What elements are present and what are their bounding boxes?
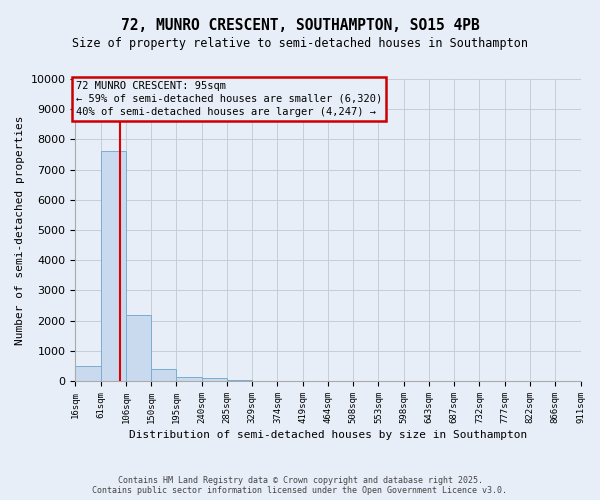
Bar: [176, 376, 202, 381]
Text: 72 MUNRO CRESCENT: 95sqm
← 59% of semi-detached houses are smaller (6,320)
40% o: 72 MUNRO CRESCENT: 95sqm ← 59% of semi-d…: [76, 80, 382, 117]
Bar: [126, 314, 151, 381]
Text: Contains HM Land Registry data © Crown copyright and database right 2025.
Contai: Contains HM Land Registry data © Crown c…: [92, 476, 508, 495]
Y-axis label: Number of semi-detached properties: Number of semi-detached properties: [15, 116, 25, 345]
Bar: [227, 380, 252, 381]
Bar: [75, 366, 101, 381]
Bar: [101, 152, 126, 381]
Text: Size of property relative to semi-detached houses in Southampton: Size of property relative to semi-detach…: [72, 38, 528, 51]
X-axis label: Distribution of semi-detached houses by size in Southampton: Distribution of semi-detached houses by …: [129, 430, 527, 440]
Bar: [151, 369, 176, 381]
Text: 72, MUNRO CRESCENT, SOUTHAMPTON, SO15 4PB: 72, MUNRO CRESCENT, SOUTHAMPTON, SO15 4P…: [121, 18, 479, 32]
Bar: [202, 378, 227, 381]
